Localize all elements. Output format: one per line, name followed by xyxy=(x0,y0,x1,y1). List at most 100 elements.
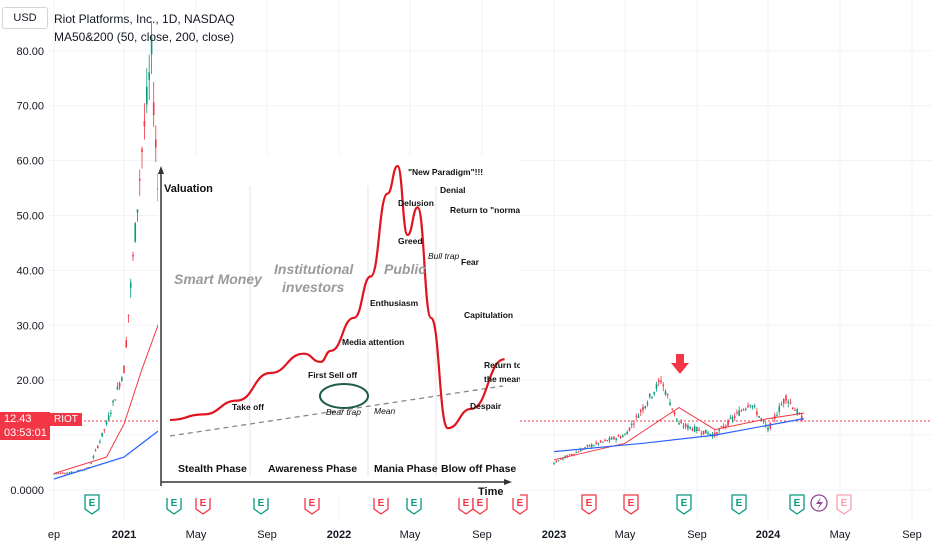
earnings-badge-icon xyxy=(676,494,692,515)
candle-body xyxy=(610,437,613,440)
candle-body xyxy=(588,444,591,447)
candle-body xyxy=(693,426,696,432)
candle-body xyxy=(110,412,112,414)
earnings-marker[interactable]: E xyxy=(623,494,639,515)
candle-body xyxy=(613,436,615,440)
candle-body xyxy=(671,408,674,410)
time-label: Time xyxy=(478,486,503,498)
y-tick-label: 0.0000 xyxy=(10,485,44,497)
earnings-badge-icon xyxy=(731,494,747,515)
chart-legend: Riot Platforms, Inc., 1D, NASDAQ MA50&20… xyxy=(54,10,235,46)
x-tick-label: Sep xyxy=(687,529,707,541)
candle-body xyxy=(771,418,774,420)
candle-body xyxy=(751,405,754,407)
y-tick-label: 60.00 xyxy=(16,156,44,168)
candle-body xyxy=(673,411,676,415)
candle-body xyxy=(107,415,110,420)
candle-body xyxy=(127,314,130,316)
candle-body xyxy=(713,432,716,437)
candle-body xyxy=(136,209,139,213)
candle-body xyxy=(573,453,575,455)
candle-body xyxy=(143,120,146,127)
symbol-tag: RIOT xyxy=(50,413,82,426)
candle-body xyxy=(577,451,580,453)
candle-body xyxy=(653,392,656,394)
bar-countdown: 03:53:01 xyxy=(4,427,47,439)
cycle-annotation: Enthusiasm xyxy=(370,298,419,308)
earnings-marker[interactable]: E xyxy=(581,494,597,515)
candle-body xyxy=(148,72,150,80)
bear-trap-circle xyxy=(319,383,369,409)
candle-body xyxy=(709,433,712,435)
candle-body xyxy=(99,441,101,443)
candle-body xyxy=(559,458,562,460)
earnings-marker[interactable]: E xyxy=(836,494,852,515)
candle-body xyxy=(651,397,653,399)
cycle-annotation: Capitulation xyxy=(464,310,513,320)
candle-body xyxy=(689,426,691,429)
currency-button[interactable]: USD xyxy=(2,7,48,29)
x-tick-label: 2024 xyxy=(756,529,781,541)
candle-body xyxy=(760,418,763,420)
cycle-annotation: Despair xyxy=(470,401,502,411)
candle-body xyxy=(604,439,606,441)
candle-body xyxy=(678,422,680,425)
cycle-annotations: Take off First Sell off Bear trap Mean Media… xyxy=(232,167,527,417)
candle-body xyxy=(555,461,558,463)
candle-body xyxy=(691,428,694,431)
candle-body xyxy=(666,394,669,396)
symbol-title: Riot Platforms, Inc., 1D, NASDAQ xyxy=(54,12,235,26)
earnings-badge-icon xyxy=(84,494,100,515)
earnings-label: E xyxy=(89,498,96,509)
candle-body xyxy=(725,425,727,427)
cycle-annotation: "New Paradigm"!!! xyxy=(408,167,483,177)
price-tag: 12.43 03:53:01 xyxy=(0,412,50,440)
candle-body xyxy=(742,409,745,411)
candle-body xyxy=(123,366,125,374)
candle-body xyxy=(767,427,769,431)
y-tick-label: 80.00 xyxy=(16,46,44,58)
x-tick-label: Sep xyxy=(472,529,492,541)
cycle-annotation: the mean xyxy=(484,374,520,384)
valuation-label: Valuation xyxy=(164,183,213,195)
candle-body xyxy=(749,404,752,406)
candle-body xyxy=(733,416,736,418)
candle-body xyxy=(619,436,622,439)
candle-body xyxy=(778,406,781,412)
cycle-annotation: Take off xyxy=(232,402,264,412)
candle-body xyxy=(718,429,720,431)
valuation-axis-arrow-icon xyxy=(158,166,164,174)
candle-body xyxy=(637,415,640,418)
earnings-label: E xyxy=(200,498,207,509)
market-cycle-svg: Valuation Time Smart Money Institutional… xyxy=(158,164,527,498)
candle-body xyxy=(700,432,703,434)
candle-body xyxy=(621,435,624,438)
candle-body xyxy=(96,445,99,448)
earnings-marker[interactable]: E xyxy=(84,494,100,515)
candle-body xyxy=(785,395,787,401)
earnings-badge-icon xyxy=(512,494,528,515)
candle-body xyxy=(698,429,700,431)
earnings-marker[interactable]: E xyxy=(789,494,805,515)
candle-body xyxy=(152,102,155,116)
market-cycle-diagram: Valuation Time Smart Money Institutional… xyxy=(158,156,527,498)
x-tick-label: May xyxy=(400,529,421,541)
cycle-annotation: Fear xyxy=(461,257,480,267)
earnings-label: E xyxy=(378,498,385,509)
phase-awareness: Awareness Phase xyxy=(268,463,357,475)
earnings-label: E xyxy=(736,498,743,509)
earnings-marker[interactable]: E xyxy=(512,494,528,515)
candle-body xyxy=(593,445,595,447)
earnings-label: E xyxy=(463,498,470,509)
candle-body xyxy=(118,383,121,388)
cycle-annotation: Mean xyxy=(374,406,396,416)
candle-body xyxy=(787,401,790,403)
earnings-marker[interactable]: E xyxy=(676,494,692,515)
earnings-marker[interactable]: E xyxy=(731,494,747,515)
earnings-label: E xyxy=(171,498,178,509)
y-tick-label: 20.00 xyxy=(16,375,44,387)
candle-body xyxy=(575,452,577,454)
candle-body xyxy=(675,418,678,420)
candle-body xyxy=(794,409,796,411)
